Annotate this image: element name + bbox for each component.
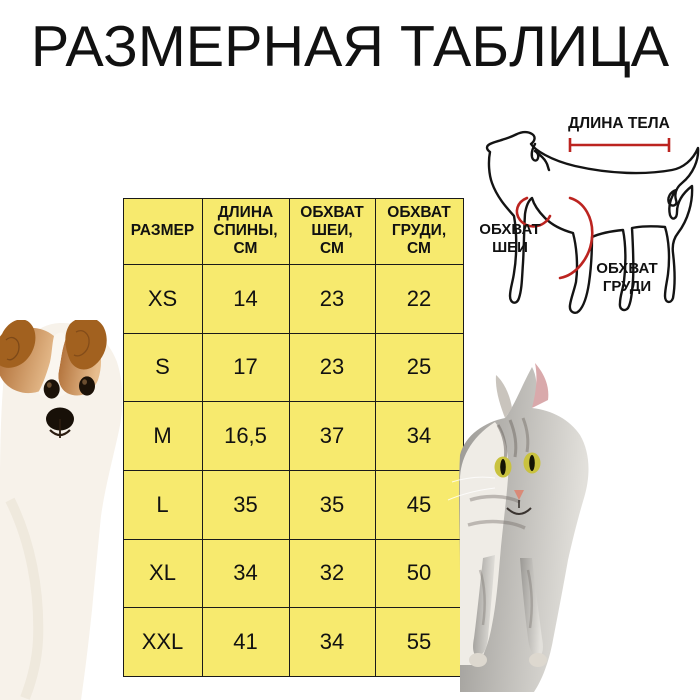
svg-text:ШЕИ: ШЕИ <box>492 239 528 256</box>
svg-text:ОБХВАТ: ОБХВАТ <box>596 260 657 277</box>
svg-text:ДЛИНА ТЕЛА: ДЛИНА ТЕЛА <box>568 115 670 132</box>
svg-text:ОБХВАТ: ОБХВАТ <box>480 221 541 238</box>
svg-text:ГРУДИ: ГРУДИ <box>603 278 651 295</box>
